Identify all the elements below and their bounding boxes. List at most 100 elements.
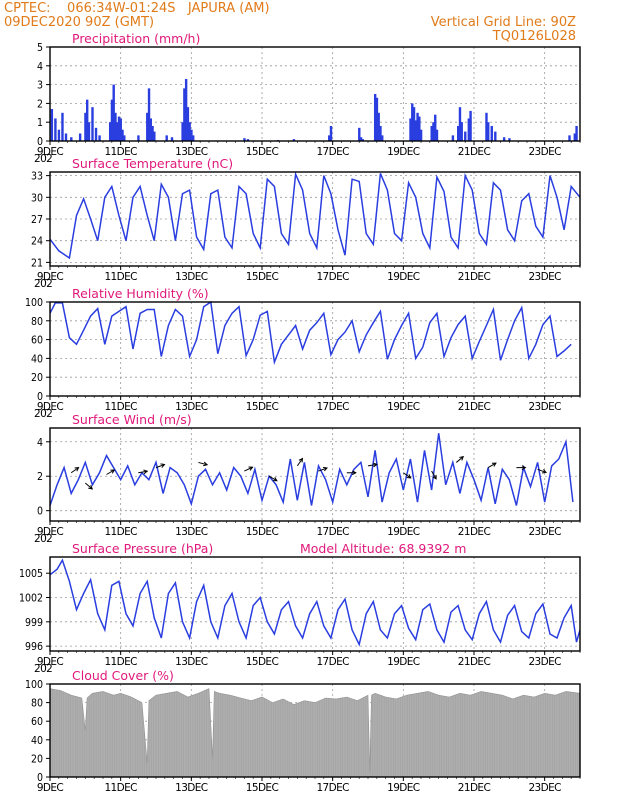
precip-bar [460, 122, 463, 141]
xtick-label: 9DEC [37, 401, 64, 413]
station-header: CPTEC: 066:34W-01:24S JAPURA (AM) [4, 1, 270, 16]
wind-arrow-head [521, 465, 527, 470]
wind-arrow-head [110, 469, 116, 474]
xtick-label: 17DEC [316, 271, 349, 283]
pressure-line [49, 558, 581, 647]
xtick-label: 23DEC [528, 271, 561, 283]
wind-panel: 0 2 4 9DEC 11DEC 13DEC 15DEC 17DEC 19DEC 21DEC 23D… [34, 412, 581, 545]
wind-arrow-head [88, 484, 94, 490]
ytick-label: 1 [37, 117, 43, 129]
temperature-line [49, 171, 581, 260]
wind-arrow-head [459, 455, 465, 461]
xtick-label: 19DEC [387, 526, 420, 538]
precip-bar [381, 135, 384, 141]
wind-arrow [155, 464, 165, 469]
precip-bar [246, 139, 250, 141]
precip-bar [54, 118, 57, 141]
humidity-frame [49, 301, 581, 397]
wind-arrow [537, 468, 547, 473]
panels: 0 1 2 3 4 5 9DEC 11DEC 13DEC 15DEC 17DEC 19DEC 21DEC… [19, 31, 581, 794]
precip-bar [192, 135, 195, 141]
wind-arrow [296, 458, 303, 467]
precip-bar [183, 88, 186, 141]
ytick-label: 5 [37, 42, 43, 54]
xtick-label: 13DEC [175, 401, 208, 413]
grid-note: Vertical Grid Line: 90Z [431, 15, 576, 30]
ytick-label: 24 [31, 236, 43, 248]
ytick-label: 80 [31, 698, 43, 710]
xtick-label: 21DEC [458, 146, 491, 158]
wind-arrow [487, 462, 497, 469]
xtick-label: 23DEC [528, 656, 561, 668]
pressure-title: Surface Pressure (hPa) [72, 541, 213, 556]
precip-bar [184, 78, 188, 141]
xtick-label: 19DEC [387, 401, 420, 413]
ytick-label: 40 [31, 735, 43, 747]
wind-arrow [431, 470, 437, 480]
xtick-label: 9DEC [37, 526, 64, 538]
precip-bar [568, 135, 571, 141]
ytick-label: 1002 [19, 593, 43, 605]
ytick-label: 1005 [19, 568, 43, 580]
precip-bar [487, 122, 490, 141]
xtick-label: 9DEC [37, 656, 64, 668]
precip-bar [328, 135, 331, 141]
xtick-label: 17DEC [316, 656, 349, 668]
pressure-panel: 996 999 1002 1005 9DEC 11DEC 13DEC 15DEC 17DEC 19… [19, 541, 581, 675]
humidity-line [49, 300, 572, 366]
wind-arrow-head [352, 470, 357, 476]
precip-bar [464, 131, 467, 141]
ytick-label: 100 [25, 679, 43, 691]
xtick-label: 19DEC [387, 146, 420, 158]
wind-arrow [198, 461, 208, 466]
ytick-label: 30 [31, 192, 43, 204]
wind-arrow-head [143, 469, 149, 475]
year-stub: 202 [34, 663, 52, 675]
xtick-label: 11DEC [104, 526, 137, 538]
wind-arrow [85, 482, 93, 490]
wind-arrow [367, 463, 377, 467]
precip-bar [379, 125, 382, 141]
xtick-label: 11DEC [104, 782, 137, 794]
wind-arrow-head [542, 469, 548, 474]
precip-bar [430, 125, 433, 141]
precip-bar [469, 110, 472, 141]
ytick-label: 100 [25, 297, 43, 309]
ytick-label: 40 [31, 353, 43, 365]
precip-bar [50, 109, 54, 141]
precip-bar [435, 129, 439, 141]
precip-bar [86, 99, 89, 141]
ytick-label: 4 [37, 437, 43, 449]
precip-bar [575, 125, 578, 141]
ytick-label: 20 [31, 753, 43, 765]
temperature-title: Surface Temperature (nC) [72, 156, 233, 171]
xtick-label: 13DEC [175, 146, 208, 158]
xtick-label: 15DEC [246, 656, 279, 668]
xtick-label: 19DEC [387, 271, 420, 283]
wind-arrow-head [432, 474, 437, 480]
xtick-label: 21DEC [458, 401, 491, 413]
xtick-label: 23DEC [528, 146, 561, 158]
ytick-label: 0 [37, 772, 43, 784]
run-date: 09DEC2020 90Z (GMT) [4, 15, 154, 30]
ytick-label: 2 [37, 471, 43, 483]
precip-bar [190, 129, 193, 141]
wind-line [49, 433, 574, 507]
xtick-label: 19DEC [387, 782, 420, 794]
ytick-label: 996 [25, 641, 43, 653]
precip-bar [110, 99, 114, 141]
precip-bar [149, 118, 152, 141]
ytick-label: 20 [31, 372, 43, 384]
precip-bar [485, 112, 488, 141]
precip-bar [502, 137, 506, 141]
wind-title: Surface Wind (m/s) [72, 412, 192, 427]
precip-bar [494, 131, 497, 141]
precip-bar [114, 112, 117, 141]
precip-bar [170, 137, 174, 141]
precip-bar [123, 135, 126, 141]
precip-bar [414, 120, 417, 141]
ytick-label: 21 [31, 257, 43, 269]
wind-arrow-head [248, 466, 254, 471]
xtick-label: 11DEC [104, 401, 137, 413]
